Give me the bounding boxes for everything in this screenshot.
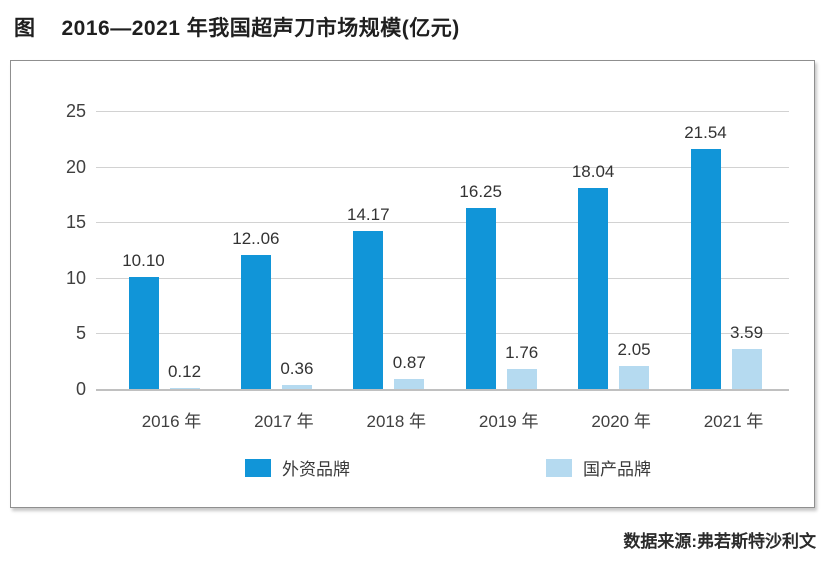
- legend-swatch-domestic: [546, 458, 572, 477]
- data-source-note: 数据来源:弗若斯特沙利文: [623, 532, 816, 551]
- bar: [690, 149, 721, 389]
- bar-value-label: 0.87: [392, 353, 426, 373]
- gridline: [96, 333, 789, 335]
- legend-item-foreign: 外资品牌: [245, 455, 350, 480]
- x-tick-label: 2019 年: [478, 412, 539, 431]
- bar: [353, 231, 384, 389]
- bar: [128, 276, 159, 389]
- bar: [506, 369, 537, 389]
- bar-value-label: 14.17: [347, 205, 390, 225]
- gridline: [96, 277, 789, 279]
- legend-swatch-foreign: [245, 458, 271, 477]
- y-tick-label: 0: [75, 379, 86, 399]
- bar-value-label: 12..06: [232, 228, 280, 248]
- bar: [394, 379, 425, 389]
- bar-value-label: 2.05: [617, 340, 651, 360]
- x-tick-label: 2017 年: [254, 412, 314, 431]
- gridline: [96, 222, 789, 224]
- bar: [731, 349, 762, 389]
- bar-value-label: 0.12: [167, 361, 202, 381]
- bar-value-label: 18.04: [571, 162, 615, 182]
- bar-value-label: 3.59: [729, 323, 764, 343]
- bar-value-label: 16.25: [459, 182, 502, 202]
- chart-area: 25 20 15 10 5 0 10.10 0.12 2016 年 12..06 0.36 2017 …: [10, 60, 815, 508]
- figure-title-text: 2016—2021 年我国超声刀市场规模(亿元): [61, 17, 460, 40]
- gridline: [96, 111, 789, 112]
- bar-value-label: 10.10: [122, 250, 165, 270]
- bar-value-label: 1.76: [505, 343, 539, 363]
- bar: [169, 387, 200, 389]
- y-tick-label: 25: [65, 101, 86, 121]
- bar: [465, 208, 496, 389]
- y-tick-label: 15: [65, 212, 86, 233]
- y-tick-label: 5: [75, 323, 86, 344]
- x-tick-label: 2016 年: [141, 412, 202, 431]
- bar: [240, 254, 271, 389]
- figure-title-prefix: 图: [14, 17, 36, 40]
- figure-title: 图 2016—2021 年我国超声刀市场规模(亿元): [14, 12, 460, 42]
- bar: [619, 366, 650, 389]
- bar: [281, 384, 312, 389]
- legend-item-domestic: 国产品牌: [546, 455, 651, 480]
- x-tick-label: 2020 年: [591, 412, 651, 431]
- legend-label-domestic: 国产品牌: [583, 460, 651, 479]
- plot-area: 25 20 15 10 5 0 10.10 0.12 2016 年 12..06 0.36 2017 …: [11, 61, 814, 507]
- legend-label-foreign: 外资品牌: [282, 460, 350, 479]
- x-tick-label: 2018 年: [366, 412, 427, 431]
- x-axis-line: [96, 389, 789, 391]
- y-tick-label: 10: [65, 267, 86, 288]
- gridline: [96, 166, 789, 168]
- bar-value-label: 21.54: [684, 123, 727, 143]
- bar-value-label: 0.36: [280, 358, 314, 378]
- bar: [578, 188, 609, 389]
- x-tick-label: 2021 年: [703, 412, 764, 431]
- y-tick-label: 20: [65, 156, 86, 177]
